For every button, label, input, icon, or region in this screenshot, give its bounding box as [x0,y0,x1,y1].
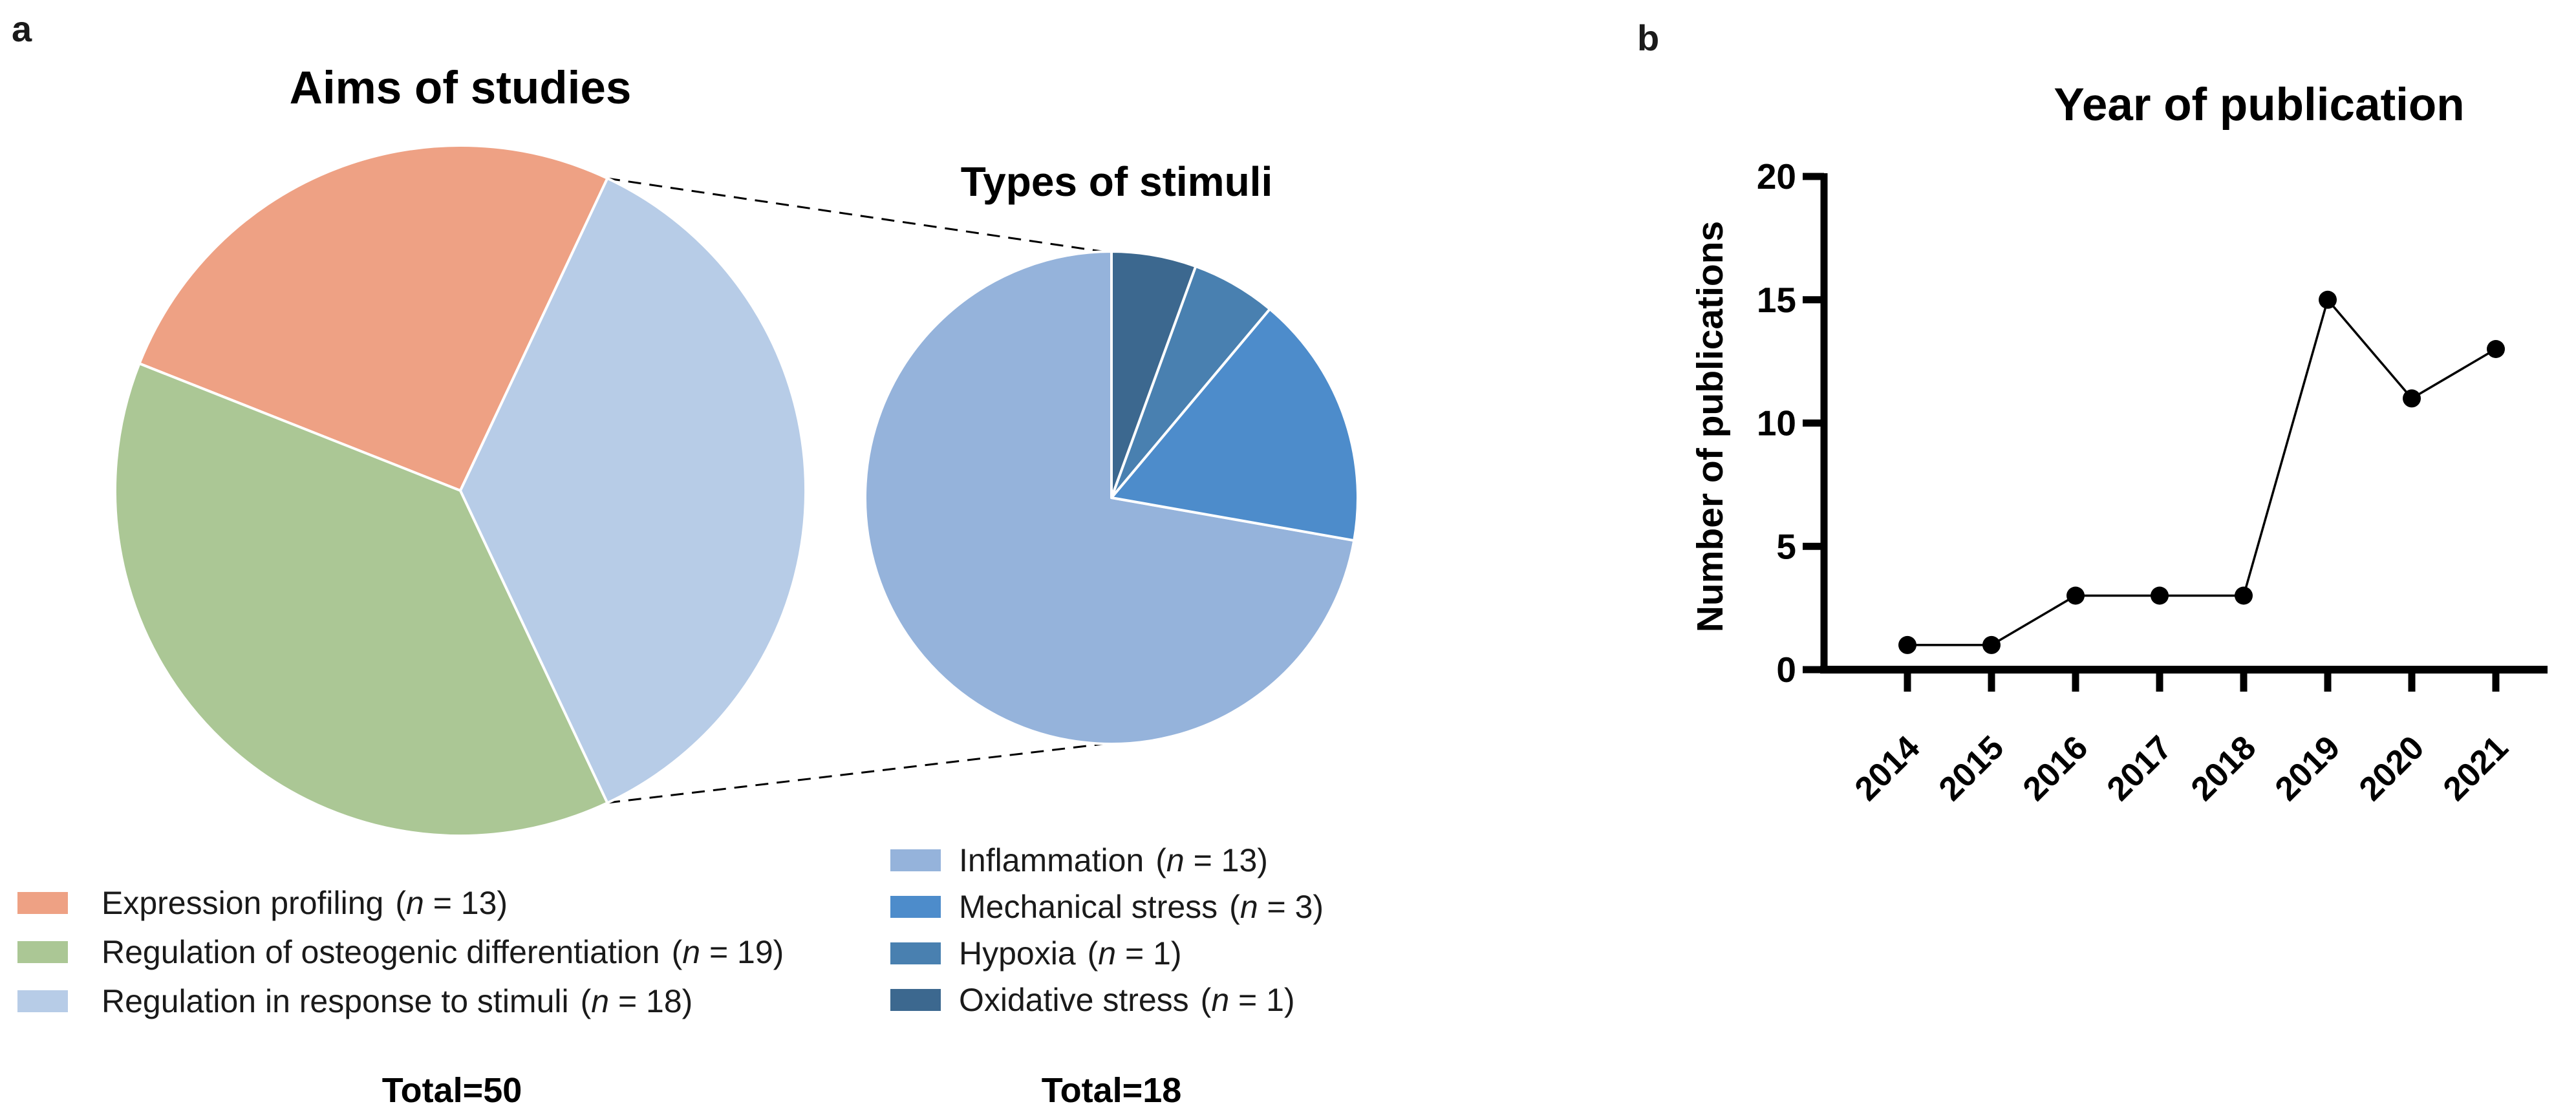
pie-slice-hypoxia [1110,265,1271,499]
total-label-aims: Total=50 [381,1071,522,1110]
legend-label: Inflammation (n = 13) [959,842,1268,878]
connector-line-top [606,177,1129,257]
data-point-2014 [1898,635,1916,654]
data-point-2020 [2403,389,2421,408]
legend-swatch [890,989,941,1011]
legend-item-hypoxia: Hypoxia (n = 1) [890,935,1324,972]
data-point-2021 [2487,340,2505,358]
panel-a-label: a [12,8,32,49]
pie-slice-inflammation [863,250,1356,745]
legend-label: Regulation of osteogenic differentiation… [102,934,784,970]
legend-aims: Expression profiling (n = 13) Regulation o… [17,885,784,1034]
legend-swatch [17,941,68,963]
legend-item-regulation-in-response-to-stimuli: Regulation in response to stimuli (n = 18… [17,983,784,1019]
pie-aims-title: Aims of studies [289,63,632,114]
axes: 0 5 10 15 20 2014 2015 2016 2017 2018 2019 2020 2021 [1757,156,2548,808]
data-point-2017 [2151,586,2169,605]
legend-item-oxidative-stress: Oxidative stress (n = 1) [890,982,1324,1018]
legend-item-mechanical-stress: Mechanical stress (n = 3) [890,889,1324,925]
y-tick-label-5: 5 [1776,526,1796,566]
data-series [1898,290,2505,654]
legend-swatch [17,990,68,1012]
legend-swatch [17,892,68,914]
data-point-2018 [2235,586,2253,605]
legend-swatch [890,942,941,964]
data-point-2016 [2066,586,2085,605]
pie-slice-mechanical-stress [1110,308,1359,542]
y-tick-label-10: 10 [1757,403,1796,443]
pie-slice-regulation-of-osteogenic-differentiation [114,362,609,838]
legend-swatch [890,896,941,918]
pie-slice-oxidative-stress [1110,250,1197,499]
x-tick-label-2017: 2017 [2100,728,2180,808]
pie-stimuli-title: Types of stimuli [960,158,1273,205]
legend-item-regulation-of-osteogenic-differentiation: Regulation of osteogenic differentiation… [17,934,784,970]
total-label-stimuli: Total=18 [1041,1071,1182,1110]
y-tick-label-15: 15 [1757,280,1796,320]
data-line [1907,297,2496,646]
pie-slice-expression-profiling [138,144,609,492]
pie-chart-stimuli [863,250,1359,745]
line-chart-title: Year of publication [2054,80,2465,131]
legend-label: Hypoxia (n = 1) [959,935,1182,972]
x-tick-label-2018: 2018 [2184,728,2264,808]
panel-b-label: b [1637,17,1660,58]
data-point-2019 [2319,290,2337,309]
legend-label: Oxidative stress (n = 1) [959,982,1295,1018]
x-tick-label-2021: 2021 [2436,728,2516,808]
x-tick-label-2020: 2020 [2352,728,2432,808]
legend-label: Mechanical stress (n = 3) [959,889,1324,925]
y-tick-label-20: 20 [1757,156,1796,196]
legend-item-expression-profiling: Expression profiling (n = 13) [17,885,784,921]
legend-label: Regulation in response to stimuli (n = 18… [102,983,693,1019]
pie-chart-aims [114,144,807,838]
x-tick-label-2016: 2016 [2016,728,2096,808]
legend-item-inflammation: Inflammation (n = 13) [890,842,1324,878]
y-axis-label: Number of publications [1690,221,1731,633]
x-tick-label-2019: 2019 [2268,728,2348,808]
x-tick-label-2015: 2015 [1932,728,2012,808]
legend-label: Expression profiling (n = 13) [102,885,508,921]
x-tick-label-2014: 2014 [1848,728,1927,808]
data-point-2015 [1982,635,2001,654]
legend-swatch [890,849,941,871]
legend-stimuli: Inflammation (n = 13) Mechanical stress (n … [890,842,1324,1030]
y-tick-label-0: 0 [1776,650,1796,690]
pie-slice-regulation-in-response-to-stimuli [459,176,807,805]
